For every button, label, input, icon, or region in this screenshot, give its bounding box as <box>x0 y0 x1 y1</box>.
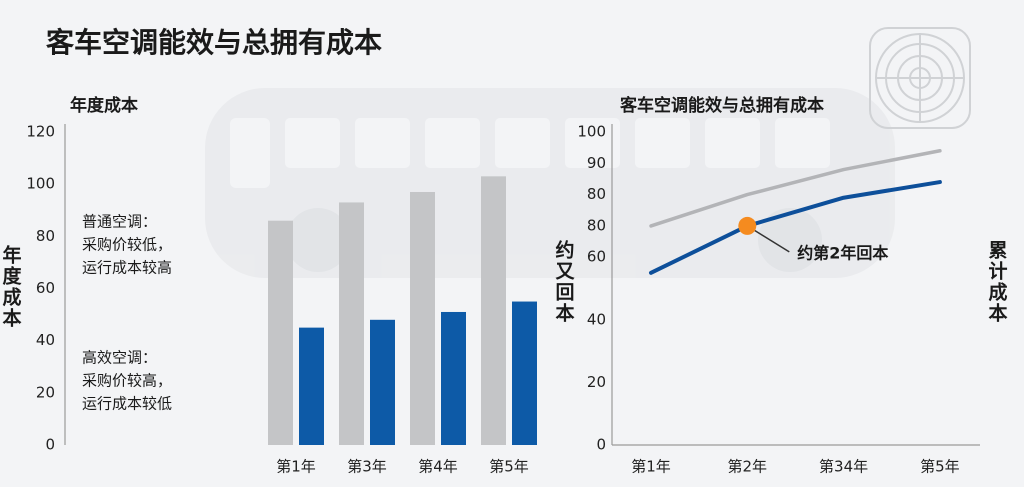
line-series <box>649 180 942 275</box>
y-tick-label: 20 <box>36 383 55 401</box>
y-tick-label: 0 <box>596 436 606 454</box>
x-tick-label: 第1年 <box>276 458 316 476</box>
bar <box>339 202 364 445</box>
annotation: 运行成本较高 <box>82 259 172 277</box>
bar <box>268 220 293 445</box>
annotation: 普通空调： <box>82 213 157 231</box>
y-tick-label: 100 <box>26 175 55 193</box>
x-tick-label: 第5年 <box>489 458 529 476</box>
y-axis-label: 年度成本 <box>0 244 22 329</box>
annotation: 运行成本较低 <box>82 395 172 413</box>
x-tick-label: 第1年 <box>631 458 671 476</box>
annotation: 采购价较高， <box>82 372 172 390</box>
y-tick-label: 100 <box>577 123 606 141</box>
bar <box>410 191 435 445</box>
y-tick-label: 40 <box>36 331 55 349</box>
x-tick-label: 第3年 <box>347 458 387 476</box>
y-tick-label: 90 <box>587 154 606 172</box>
chart-title: 年度成本 <box>70 95 138 116</box>
bar <box>481 176 506 445</box>
bus-background <box>205 88 895 278</box>
bar <box>441 311 466 445</box>
bar <box>512 301 537 445</box>
line-series <box>649 149 942 228</box>
chart-title: 客车空调能效与总拥有成本 <box>619 95 824 116</box>
y-tick-label: 60 <box>587 248 606 266</box>
annotation: 采购价较低， <box>82 236 172 254</box>
y-tick-label: 80 <box>587 216 606 234</box>
x-tick-label: 第2年 <box>728 458 768 476</box>
fan-icon <box>869 27 971 129</box>
x-tick-label: 第5年 <box>920 458 960 476</box>
y-tick-label: 60 <box>36 279 55 297</box>
y-tick-label: 80 <box>36 227 55 245</box>
breakeven-marker <box>738 216 757 235</box>
annotation: 高效空调： <box>82 349 157 367</box>
y-tick-label: 20 <box>587 373 606 391</box>
x-tick-label: 第34年 <box>819 458 868 476</box>
annotation: 约第2年回本 <box>797 243 888 262</box>
y-tick-label: 0 <box>45 436 55 454</box>
y-axis-label: 累计成本 <box>986 240 1008 324</box>
page-title: 客车空调能效与总拥有成本 <box>46 26 382 59</box>
bar <box>370 319 395 445</box>
bar <box>299 327 324 445</box>
y-tick-label: 80 <box>587 185 606 203</box>
x-tick-label: 第4年 <box>418 458 458 476</box>
y-tick-label: 40 <box>587 310 606 328</box>
y-axis-label: 约又回本 <box>553 239 575 324</box>
y-tick-label: 120 <box>26 123 55 141</box>
